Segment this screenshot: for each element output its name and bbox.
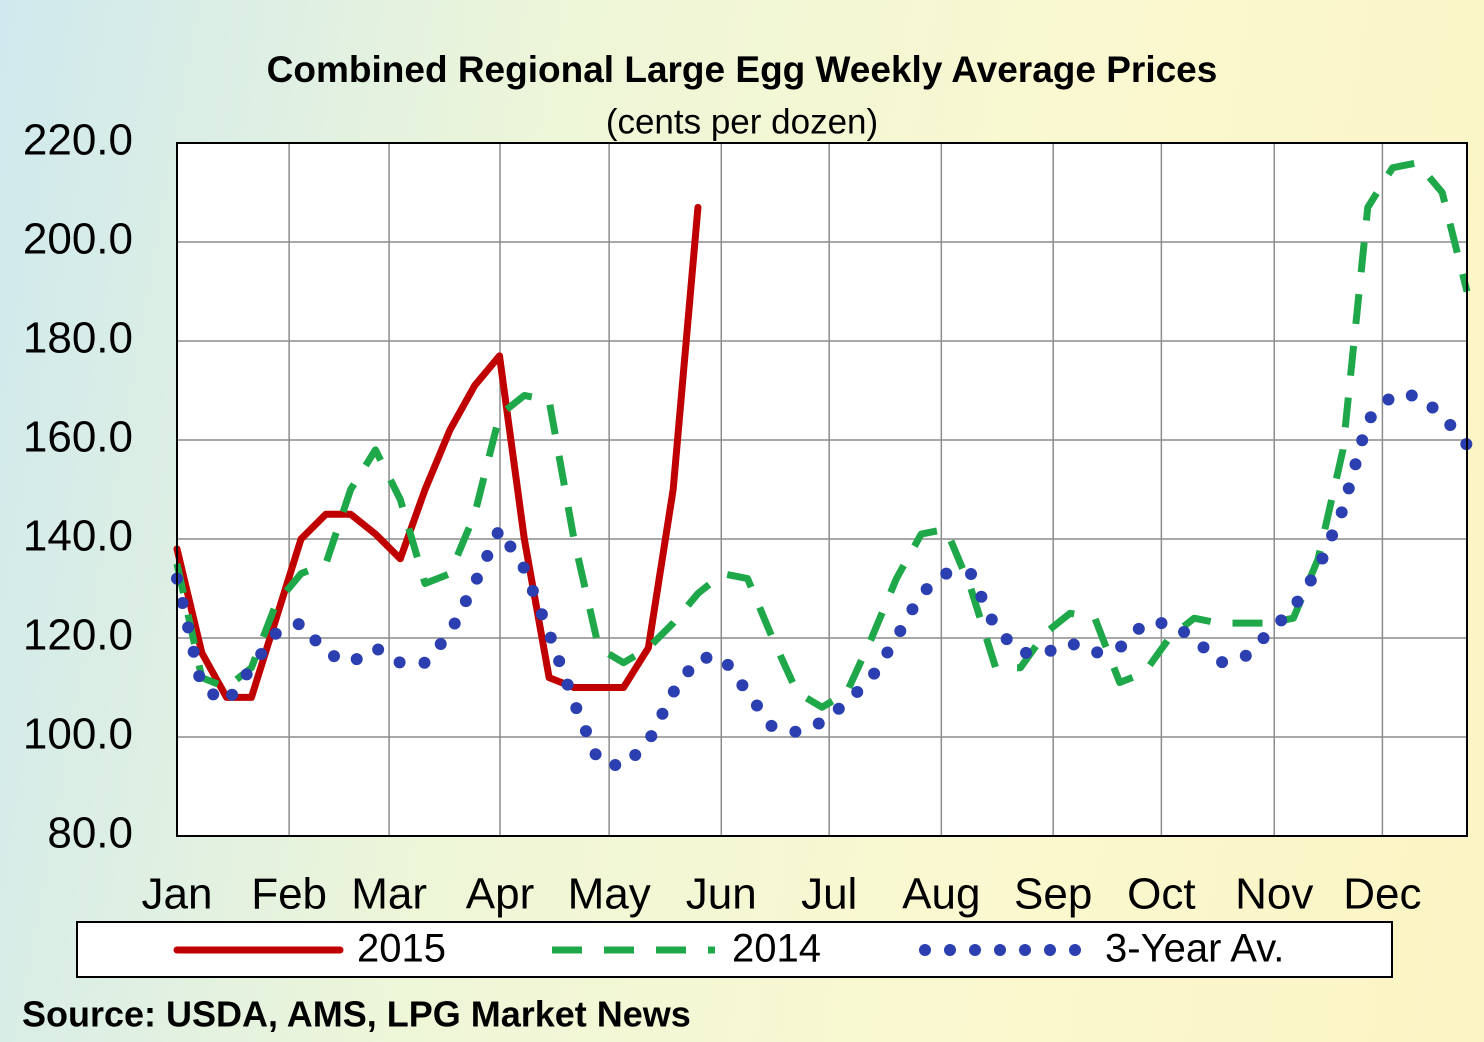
x-tick-label: Mar — [351, 870, 427, 919]
series-line — [171, 389, 1473, 773]
x-tick-label: Jun — [686, 870, 757, 919]
x-tick-label: May — [568, 870, 651, 919]
x-tick-label: Feb — [251, 870, 327, 919]
x-tick-label: Dec — [1343, 870, 1421, 919]
x-tick-label: Sep — [1014, 870, 1092, 919]
legend-label: 2015 — [357, 927, 446, 971]
y-tick-label: 200.0 — [23, 215, 133, 264]
y-tick-label: 100.0 — [23, 710, 133, 759]
x-tick-label: Oct — [1127, 870, 1195, 919]
plot-border — [176, 142, 1468, 837]
x-tick-label: Nov — [1235, 870, 1313, 919]
legend-label: 2014 — [732, 927, 821, 971]
y-tick-label: 220.0 — [23, 116, 133, 165]
series-line — [173, 159, 1471, 711]
x-tick-label: Apr — [466, 870, 534, 919]
y-tick-label: 140.0 — [23, 512, 133, 561]
y-tick-label: 120.0 — [23, 611, 133, 660]
x-tick-label: Aug — [902, 870, 980, 919]
legend-label: 3-Year Av. — [1105, 927, 1284, 971]
chart-title: Combined Regional Large Egg Weekly Avera… — [267, 49, 1218, 90]
x-tick-label: Jan — [142, 870, 213, 919]
y-tick-label: 180.0 — [23, 314, 133, 363]
y-tick-label: 80.0 — [47, 809, 133, 858]
y-tick-label: 160.0 — [23, 413, 133, 462]
source-note: Source: USDA, AMS, LPG Market News — [22, 994, 691, 1035]
x-tick-label: Jul — [801, 870, 857, 919]
chart-subtitle: (cents per dozen) — [606, 102, 878, 141]
